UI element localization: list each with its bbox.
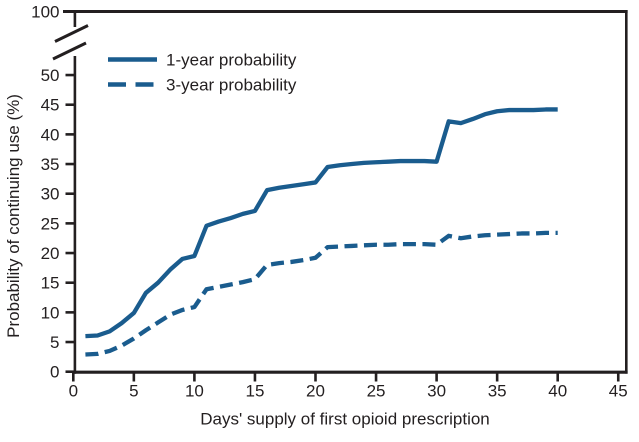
x-axis-title: Days' supply of first opioid prescriptio… bbox=[200, 410, 490, 429]
x-tick-label: 40 bbox=[548, 382, 567, 401]
y-tick-label: 35 bbox=[41, 155, 60, 174]
three-year-probability-line bbox=[85, 230, 558, 357]
x-tick-label: 20 bbox=[306, 382, 325, 401]
y-tick-label: 45 bbox=[41, 96, 60, 115]
x-tick-label: 10 bbox=[185, 382, 204, 401]
x-tick-label: 25 bbox=[367, 382, 386, 401]
legend-label-1-year: 1-year probability bbox=[166, 51, 297, 70]
y-tick-label: 40 bbox=[41, 125, 60, 144]
x-tick-label: 30 bbox=[427, 382, 446, 401]
y-tick-label: 0 bbox=[50, 363, 59, 382]
y-tick-label: 25 bbox=[41, 214, 60, 233]
x-tick-label: 45 bbox=[609, 382, 628, 401]
one-year-probability-line bbox=[85, 107, 558, 339]
y-tick-label: 15 bbox=[41, 274, 60, 293]
x-tick-label: 15 bbox=[245, 382, 264, 401]
x-axis-ticks: 0 5 10 15 20 25 30 35 40 45 bbox=[69, 372, 628, 401]
y-tick-label: 5 bbox=[50, 333, 59, 352]
y-tick-label: 20 bbox=[41, 244, 60, 263]
x-tick-label: 35 bbox=[488, 382, 507, 401]
y-axis-break-icon bbox=[52, 24, 89, 61]
y-axis-title: Probability of continuing use (%) bbox=[4, 94, 23, 338]
y-tick-label: 50 bbox=[41, 66, 60, 85]
y-tick-label-100: 100 bbox=[31, 3, 59, 22]
legend: 1-year probability 3-year probability bbox=[108, 51, 297, 95]
legend-label-3-year: 3-year probability bbox=[166, 76, 297, 95]
y-tick-label: 10 bbox=[41, 303, 60, 322]
plot-frame bbox=[63, 10, 628, 374]
x-tick-label: 0 bbox=[69, 382, 78, 401]
y-tick-label: 30 bbox=[41, 185, 60, 204]
y-axis-ticks: 0 5 10 15 20 25 30 35 40 45 50 100 bbox=[31, 3, 75, 382]
x-tick-label: 5 bbox=[129, 382, 138, 401]
